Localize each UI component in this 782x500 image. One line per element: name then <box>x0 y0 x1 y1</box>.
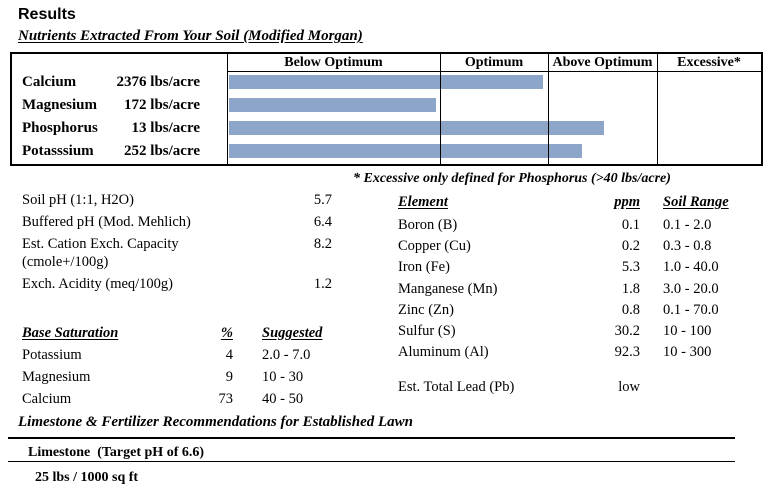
nutrients-chart-table: Below Optimum Optimum Above Optimum Exce… <box>10 52 763 166</box>
base-sat-pct-magnesium: 9 <box>225 369 233 385</box>
nutrient-value: 252 lbs/acre <box>124 143 200 159</box>
element-ppm-aluminum: 92.3 <box>614 344 640 360</box>
soil-ph-label: Soil pH (1:1, H2O) <box>22 192 134 208</box>
element-range-boron: 0.1 - 2.0 <box>663 217 712 233</box>
divider-above-excessive <box>657 54 658 164</box>
base-sat-suggested-magnesium: 10 - 30 <box>262 369 304 385</box>
bar-phosphorus <box>229 121 604 135</box>
base-sat-pct-calcium: 73 <box>218 391 234 407</box>
element-range-copper: 0.3 - 0.8 <box>663 238 712 254</box>
element-ppm-manganese: 1.8 <box>621 281 640 297</box>
divider-optimum-above <box>548 54 549 164</box>
base-saturation-percent-header: % <box>220 325 233 341</box>
exch-acidity-value: 1.2 <box>313 276 332 292</box>
element-ppm-zinc: 0.8 <box>621 302 640 318</box>
bar-magnesium <box>229 98 436 112</box>
chart-header-rule <box>227 71 761 72</box>
excessive-footnote: * Excessive only defined for Phosphorus … <box>353 171 671 186</box>
element-name-boron: Boron (B) <box>398 217 458 233</box>
element-range-zinc: 0.1 - 70.0 <box>663 302 719 318</box>
limestone-rule <box>8 461 735 462</box>
nutrient-value: 13 lbs/acre <box>131 120 200 136</box>
divider-labels-chart <box>227 54 228 164</box>
exch-acidity-label: Exch. Acidity (meq/100g) <box>22 276 174 292</box>
element-name-aluminum: Aluminum (Al) <box>398 344 489 360</box>
nutrient-row-potassium: Potasssium 252 lbs/acre <box>12 143 227 159</box>
nutrient-name: Phosphorus <box>22 120 98 136</box>
nutrient-row-calcium: Calcium 2376 lbs/acre <box>12 74 227 90</box>
lead-label: Est. Total Lead (Pb) <box>398 379 515 395</box>
element-range-aluminum: 10 - 300 <box>663 344 712 360</box>
base-sat-pct-potassium: 4 <box>225 347 233 363</box>
element-range-manganese: 3.0 - 20.0 <box>663 281 719 297</box>
element-ppm-iron: 5.3 <box>621 259 640 275</box>
zone-header-optimum: Optimum <box>464 55 524 70</box>
base-sat-name-calcium: Calcium <box>22 391 72 407</box>
bar-calcium <box>229 75 543 89</box>
recommendations-rule-top <box>8 437 735 439</box>
cec-units-label: (cmole+/100g) <box>22 254 109 270</box>
elements-header-soil-range: Soil Range <box>663 194 729 210</box>
element-name-copper: Copper (Cu) <box>398 238 471 254</box>
element-range-sulfur: 10 - 100 <box>663 323 712 339</box>
buffered-ph-label: Buffered pH (Mod. Mehlich) <box>22 214 191 230</box>
nutrient-row-phosphorus: Phosphorus 13 lbs/acre <box>12 120 227 136</box>
base-sat-name-potassium: Potassium <box>22 347 82 363</box>
element-ppm-copper: 0.2 <box>621 238 640 254</box>
bar-potassium <box>229 144 582 158</box>
section-title-nutrients: Nutrients Extracted From Your Soil (Modi… <box>18 28 363 44</box>
element-ppm-sulfur: 30.2 <box>614 323 640 339</box>
buffered-ph-value: 6.4 <box>313 214 332 230</box>
limestone-subheading: Limestone (Target pH of 6.6) <box>28 445 205 460</box>
elements-header-ppm: ppm <box>614 194 640 210</box>
cec-value: 8.2 <box>313 236 332 252</box>
element-ppm-boron: 0.1 <box>621 217 640 233</box>
zone-header-excessive: Excessive* <box>677 55 741 70</box>
element-name-manganese: Manganese (Mn) <box>398 281 498 297</box>
divider-below-optimum <box>440 54 441 164</box>
zone-header-below-optimum: Below Optimum <box>284 55 383 70</box>
base-saturation-suggested-header: Suggested <box>262 325 323 341</box>
nutrient-name: Calcium <box>22 74 77 90</box>
element-name-iron: Iron (Fe) <box>398 259 450 275</box>
base-saturation-header: Base Saturation <box>22 325 119 341</box>
zone-header-above-optimum: Above Optimum <box>552 55 653 70</box>
lead-value: low <box>618 379 640 395</box>
page-title: Results <box>18 6 76 23</box>
element-name-sulfur: Sulfur (S) <box>398 323 456 339</box>
element-range-iron: 1.0 - 40.0 <box>663 259 719 275</box>
nutrient-value: 2376 lbs/acre <box>116 74 200 90</box>
limestone-amount: 25 lbs / 1000 sq ft <box>35 470 139 485</box>
nutrient-name: Potasssium <box>22 143 94 159</box>
nutrient-value: 172 lbs/acre <box>124 97 200 113</box>
elements-header-element: Element <box>398 194 448 210</box>
soil-ph-value: 5.7 <box>313 192 332 208</box>
base-sat-suggested-calcium: 40 - 50 <box>262 391 304 407</box>
base-sat-name-magnesium: Magnesium <box>22 369 91 385</box>
base-sat-suggested-potassium: 2.0 - 7.0 <box>262 347 311 363</box>
nutrient-row-magnesium: Magnesium 172 lbs/acre <box>12 97 227 113</box>
cec-label: Est. Cation Exch. Capacity <box>22 236 179 252</box>
recommendations-heading: Limestone & Fertilizer Recommendations f… <box>18 414 414 430</box>
element-name-zinc: Zinc (Zn) <box>398 302 454 318</box>
nutrient-name: Magnesium <box>22 97 97 113</box>
